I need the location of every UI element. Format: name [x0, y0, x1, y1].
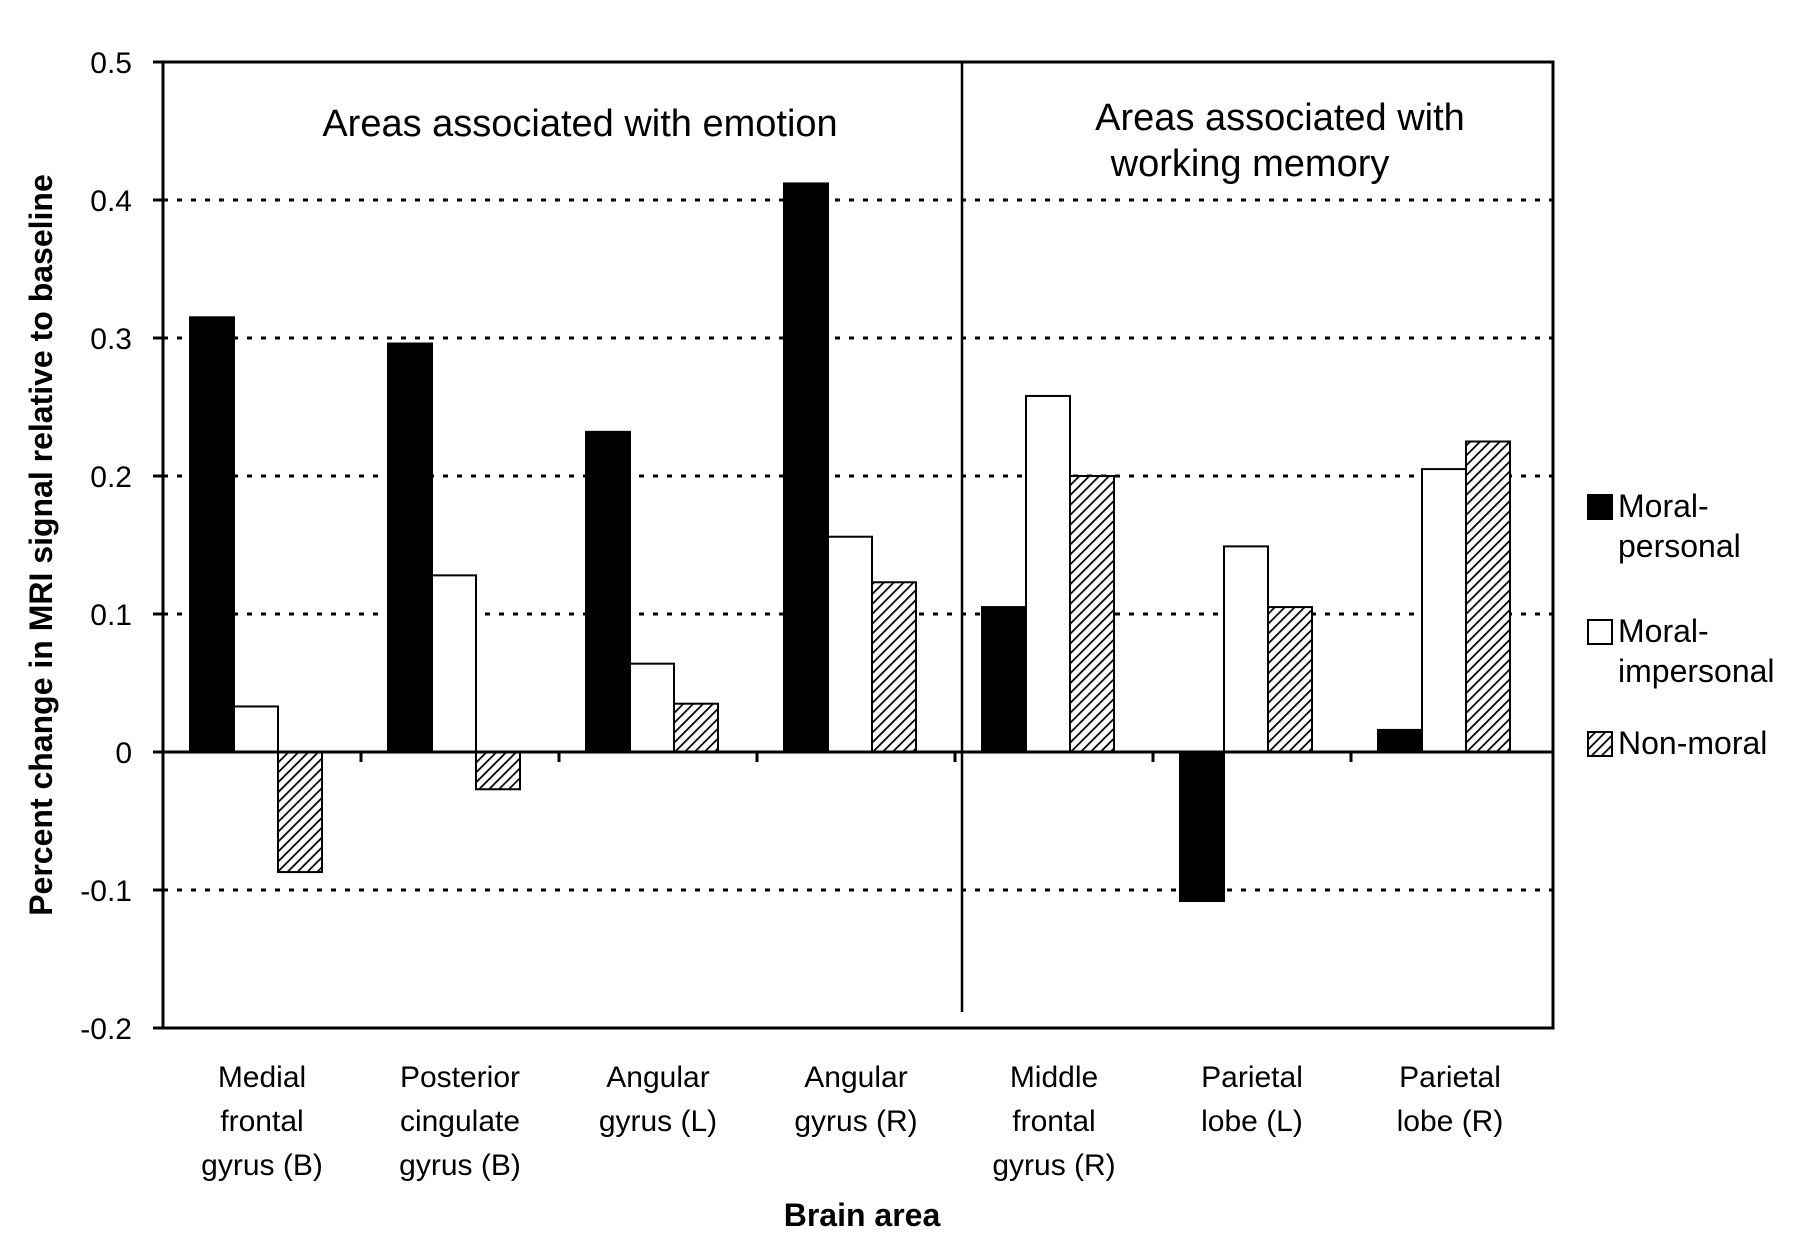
legend-label: personal [1618, 528, 1741, 564]
plot-border [161, 60, 1555, 1030]
y-axis-title: Percent change in MRI signal relative to… [23, 174, 59, 916]
category-label: cingulate [400, 1105, 520, 1138]
y-tick-label: 0.1 [90, 599, 132, 632]
y-tick-label: 0.2 [90, 461, 132, 494]
legend-label: Moral- [1618, 488, 1709, 524]
category-label: Parietal [1201, 1061, 1303, 1094]
bar-solid-black-2 [585, 430, 631, 753]
bar-solid-black-0 [189, 316, 235, 753]
legend: Moral-personal Moral-impersonal Non-moral [1587, 488, 1775, 761]
category-label: frontal [220, 1105, 303, 1138]
bar-solid-black-5 [1179, 751, 1225, 903]
legend-label: impersonal [1618, 653, 1775, 689]
category-label: gyrus (B) [201, 1149, 323, 1182]
category-label: Medial [218, 1061, 306, 1094]
category-label: gyrus (R) [794, 1105, 917, 1138]
category-label: gyrus (B) [399, 1149, 521, 1182]
bar-solid-black-6 [1377, 728, 1423, 753]
y-tick-label: 0.3 [90, 323, 132, 356]
bar-hatched-1 [475, 751, 521, 791]
category-label: Angular [606, 1061, 709, 1094]
bar-hatched-4 [1069, 475, 1115, 753]
legend-swatch-solid-black [1587, 494, 1613, 520]
bar-hatched-6 [1465, 440, 1511, 753]
bar-solid-black-3 [783, 182, 829, 753]
y-tick-label: -0.2 [80, 1013, 132, 1046]
bar-white-6 [1421, 468, 1467, 753]
category-label: frontal [1012, 1105, 1095, 1138]
category-label: Parietal [1399, 1061, 1501, 1094]
category-label: lobe (R) [1397, 1105, 1504, 1138]
bar-white-1 [431, 574, 477, 753]
x-axis-title: Brain area [784, 1197, 941, 1233]
category-label: Posterior [400, 1061, 520, 1094]
category-label: gyrus (L) [599, 1105, 717, 1138]
bar-hatched-5 [1267, 606, 1313, 753]
bar-white-4 [1025, 394, 1071, 753]
category-label: Middle [1010, 1061, 1098, 1094]
y-tick-label: 0 [115, 737, 132, 770]
y-tick-label: 0.4 [90, 185, 132, 218]
plot-frame [161, 60, 1555, 1030]
bar-hatched-2 [673, 702, 719, 754]
bar-solid-black-1 [387, 342, 433, 753]
region-label: Areas associated with emotion [322, 103, 837, 145]
bars [189, 182, 1511, 903]
category-label: Angular [804, 1061, 907, 1094]
y-tick-label: 0.5 [90, 47, 132, 80]
legend-swatch-hatched [1587, 731, 1613, 757]
legend-swatch-white [1587, 619, 1613, 645]
x-axis: Medial frontal gyrus (B) Posterior cingulate… [201, 1061, 1503, 1182]
bar-white-3 [827, 535, 873, 753]
category-label: lobe (L) [1201, 1105, 1303, 1138]
bar-white-0 [233, 705, 279, 754]
bar-white-5 [1223, 545, 1269, 753]
bar-solid-black-4 [981, 606, 1027, 753]
legend-label: Moral- [1618, 613, 1709, 649]
bar-white-2 [629, 662, 675, 753]
region-label: Areas associated with [1095, 97, 1465, 139]
legend-label: Non-moral [1618, 725, 1767, 761]
region-labels: Areas associated with emotion Areas assoc… [322, 97, 1465, 185]
bar-hatched-0 [277, 751, 323, 874]
region-label: working memory [1110, 143, 1390, 185]
bar-hatched-3 [871, 581, 917, 754]
y-tick-label: -0.1 [80, 875, 132, 908]
y-axis: 0.5 0.4 0.3 0.2 0.1 0 -0.1 -0.2 [80, 47, 163, 1046]
category-label: gyrus (R) [992, 1149, 1115, 1182]
